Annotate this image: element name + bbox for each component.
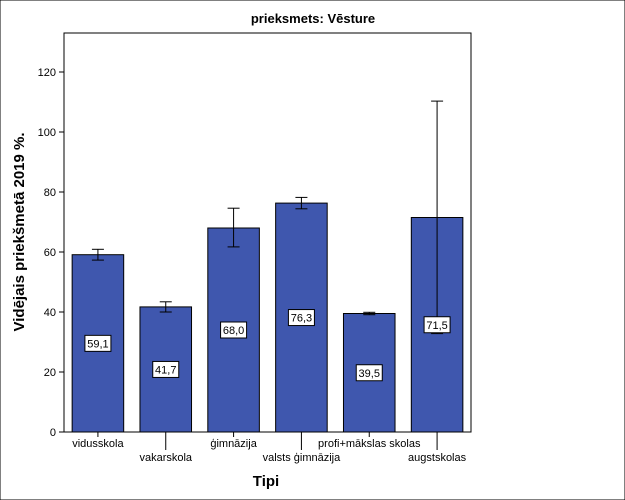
y-axis-title: Vidējais priekšmetā 2019 %. xyxy=(11,132,28,331)
plot-frame xyxy=(63,32,472,433)
x-category-label: valsts ģimnāzija xyxy=(263,451,342,464)
chart-title: prieksmets: Vēsture xyxy=(251,11,375,26)
data-label-box xyxy=(220,321,248,339)
data-label-box xyxy=(355,364,383,382)
data-label: 39,5 xyxy=(359,368,380,380)
data-label-box xyxy=(152,360,180,378)
data-label: 59,1 xyxy=(87,338,108,350)
data-label: 71,5 xyxy=(426,320,447,332)
x-category-label: profi+mākslas skolas xyxy=(318,438,421,450)
x-axis-title: Tipi xyxy=(253,473,279,490)
data-label-box xyxy=(287,309,315,327)
data-label-box xyxy=(423,316,451,334)
x-category-label: augstskolas xyxy=(408,452,467,464)
y-tick-label: 0 xyxy=(50,427,56,439)
x-category-label: ģimnāzija xyxy=(210,437,257,450)
data-label-box xyxy=(84,334,112,352)
data-label: 41,7 xyxy=(155,364,176,376)
y-tick-label: 20 xyxy=(44,367,56,379)
y-tick-label: 40 xyxy=(44,307,56,319)
bars-layer: 59,1 41,7 68,0 76,3 39,5 71,5 xyxy=(71,100,464,433)
y-tick-label: 60 xyxy=(44,247,56,259)
x-category-label: vidusskola xyxy=(72,438,124,450)
y-axis: 0 20 40 60 80 100 120 xyxy=(38,67,64,439)
y-tick-label: 80 xyxy=(44,187,56,199)
x-axis: vidusskola vakarskola ģimnāzija valsts ģimn… xyxy=(72,432,467,464)
x-category-label: vakarskola xyxy=(139,452,192,464)
data-label: 68,0 xyxy=(223,325,244,337)
y-tick-label: 100 xyxy=(38,127,56,139)
y-tick-label: 120 xyxy=(38,67,56,79)
data-label: 76,3 xyxy=(291,313,312,325)
